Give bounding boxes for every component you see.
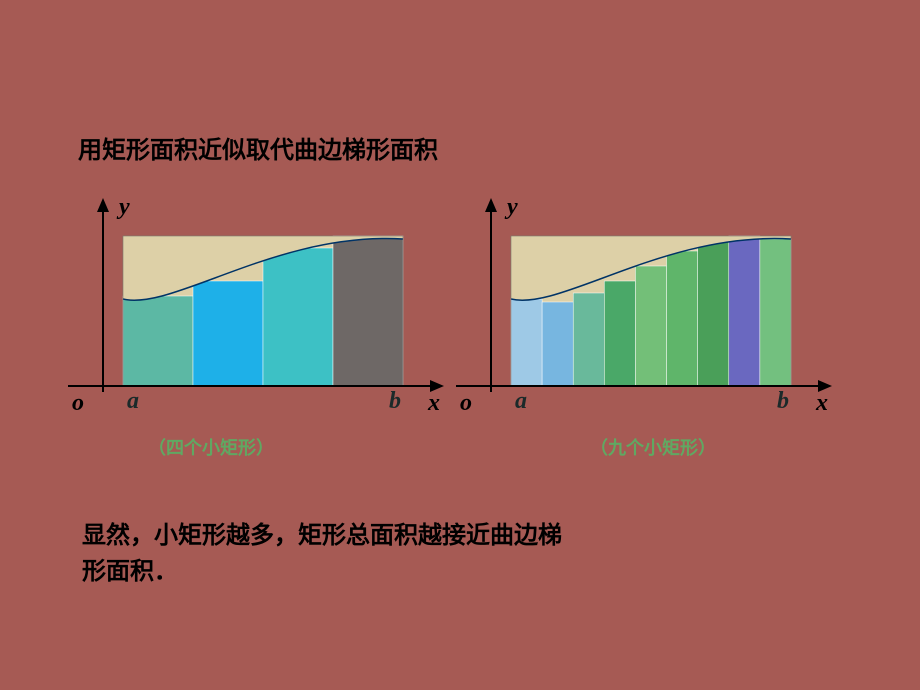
- a-label: a: [515, 388, 527, 414]
- b-label: b: [389, 388, 401, 414]
- left-chart: y x o a b: [68, 196, 446, 436]
- y-axis-label: y: [504, 196, 518, 220]
- y-axis-label: y: [116, 196, 130, 220]
- left-caption: （四个小矩形）: [148, 434, 274, 460]
- conclusion-line1: 显然，小矩形越多，矩形总面积越接近曲边梯: [82, 523, 562, 549]
- x-axis-label: x: [427, 390, 440, 416]
- x-axis-label: x: [815, 390, 828, 416]
- conclusion-text: 显然，小矩形越多，矩形总面积越接近曲边梯 形面积．: [82, 518, 562, 590]
- b-label: b: [777, 388, 789, 414]
- right-chart: y x o a b: [456, 196, 834, 436]
- conclusion-line2: 形面积．: [82, 559, 178, 585]
- right-caption: （九个小矩形）: [590, 434, 716, 460]
- origin-label: o: [460, 390, 472, 416]
- origin-label: o: [72, 390, 84, 416]
- a-label: a: [127, 388, 139, 414]
- page-title: 用矩形面积近似取代曲边梯形面积: [78, 130, 438, 165]
